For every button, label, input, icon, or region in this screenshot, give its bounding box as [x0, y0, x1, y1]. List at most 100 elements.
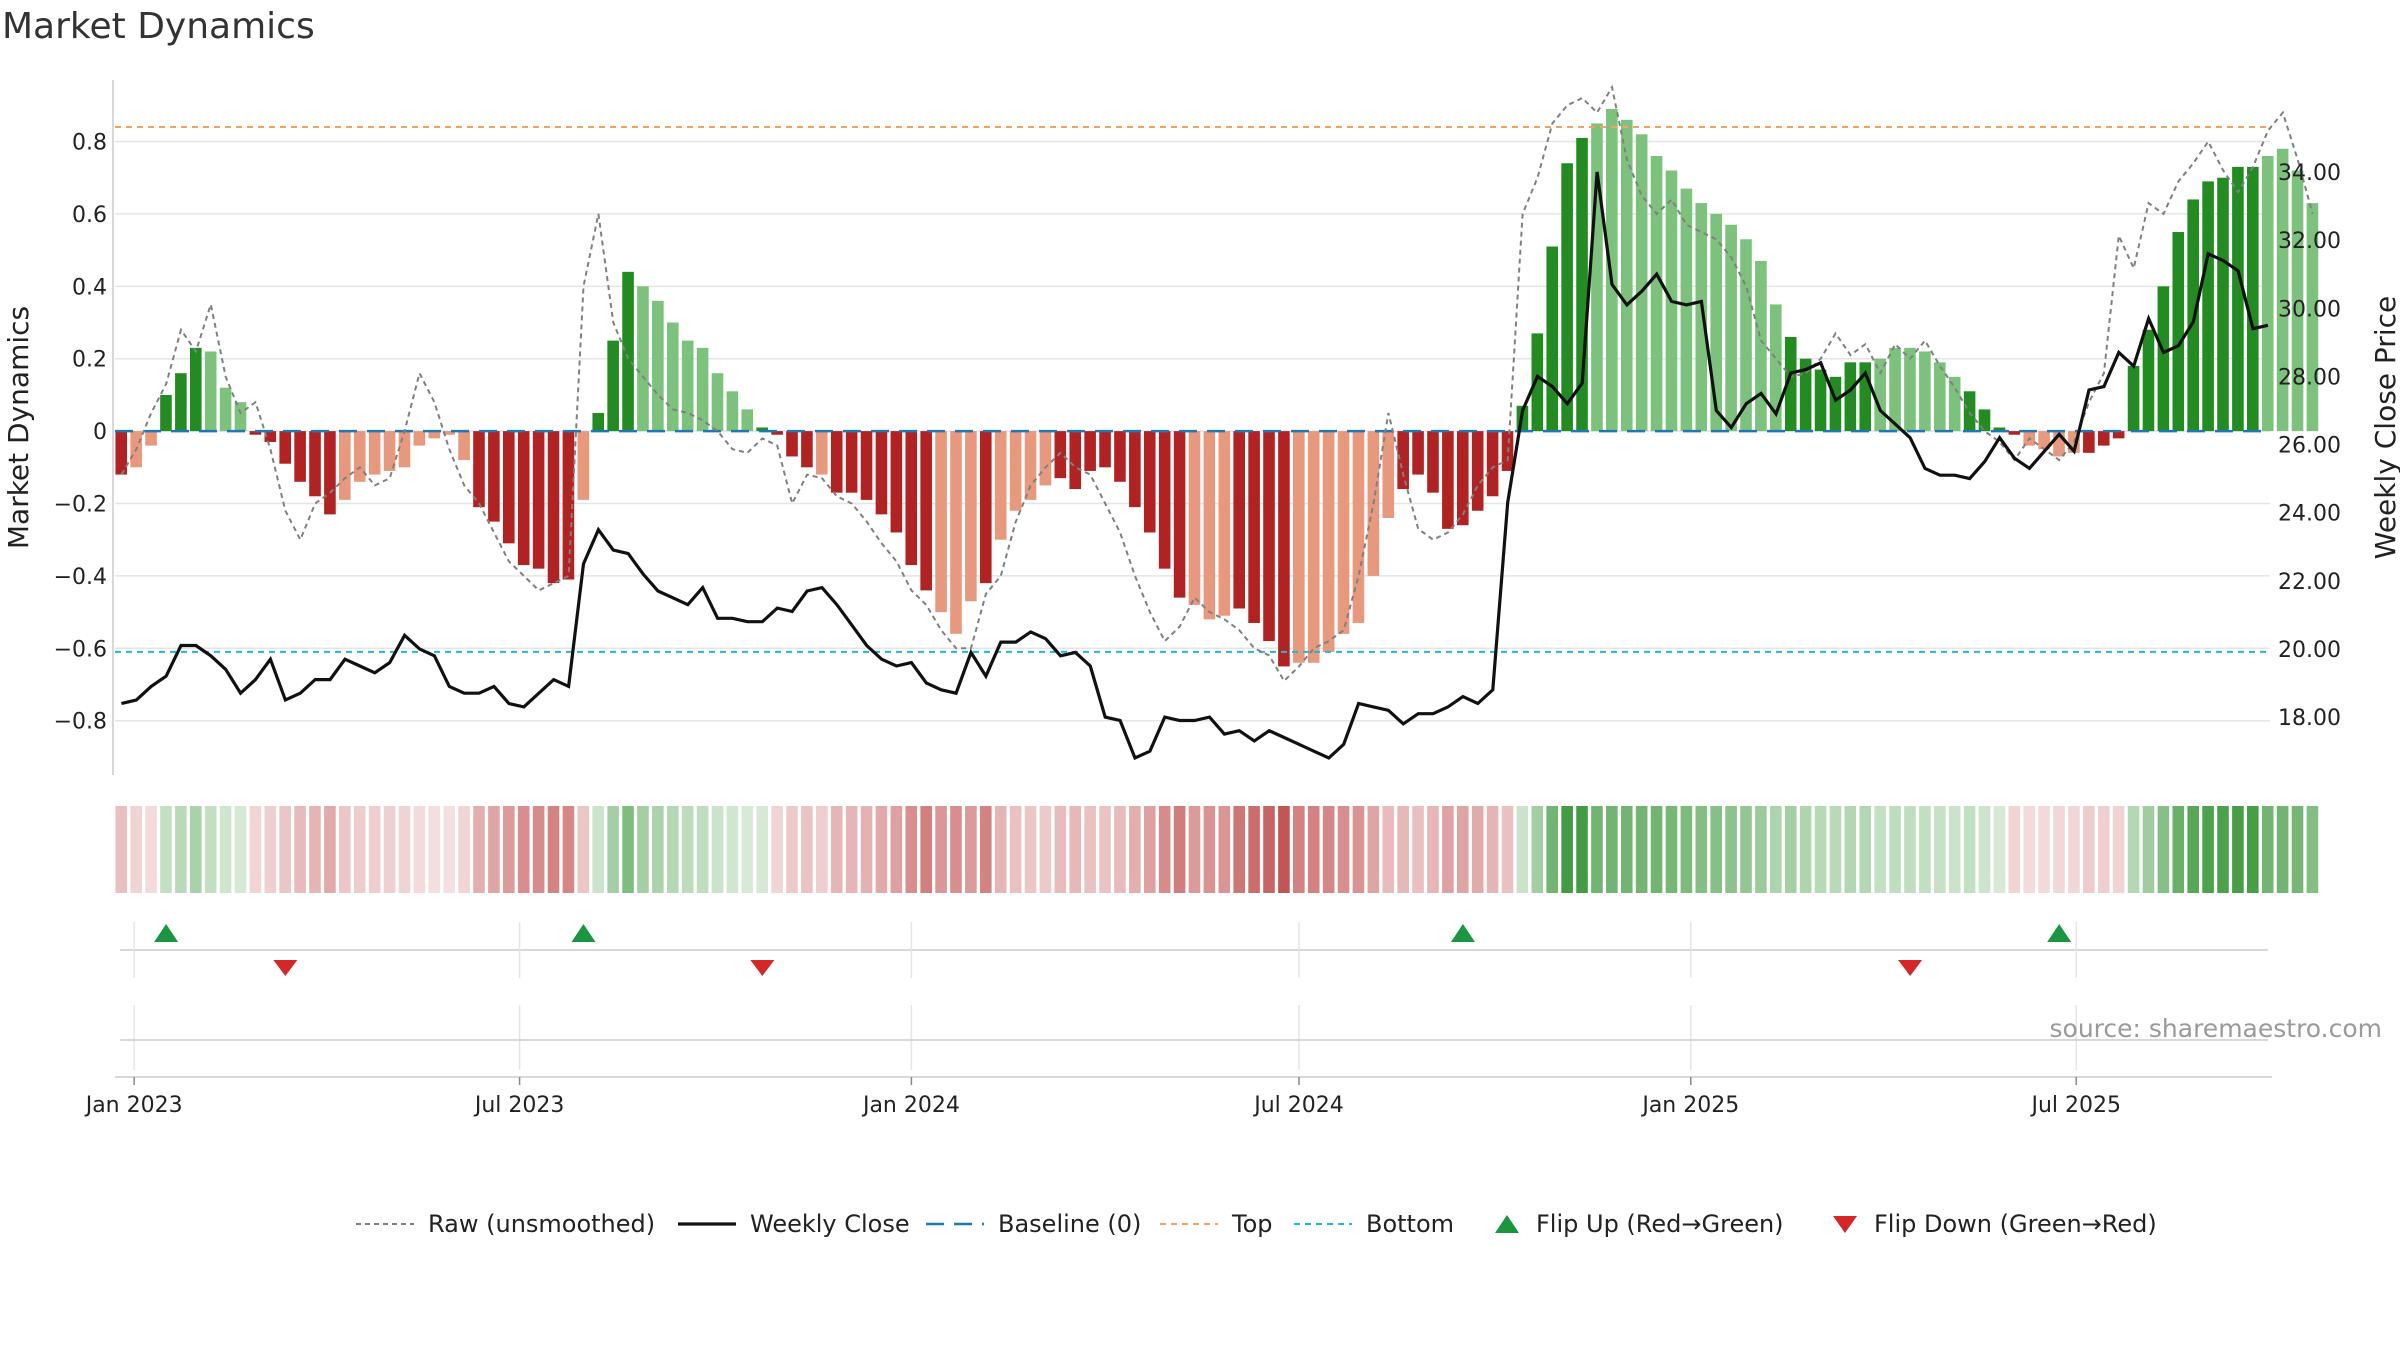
bar-positive [696, 347, 709, 432]
regime-cell-green [1963, 806, 1976, 893]
regime-cell-red [1039, 806, 1052, 893]
bar-positive [1695, 203, 1708, 432]
regime-cell-red [115, 806, 128, 893]
regime-cell-red [816, 806, 828, 893]
regime-cell-red [517, 806, 530, 893]
y-left-tick-label: 0.2 [72, 348, 107, 373]
x-tick-label: Jul 2025 [2029, 1093, 2121, 1118]
bar-negative [562, 431, 575, 580]
regime-cell-green [1904, 806, 1916, 893]
weekly-close-line [121, 171, 2269, 761]
bar-positive [1859, 362, 1872, 432]
bar-negative [145, 431, 157, 446]
bar-positive [666, 322, 679, 432]
bar-positive [1561, 163, 1573, 432]
regime-cell-red [458, 806, 470, 893]
regime-cell-red [1248, 806, 1260, 893]
bar-negative [1024, 431, 1037, 500]
bar-negative [860, 431, 873, 500]
lines-layer [115, 84, 2314, 761]
regime-cell-green [160, 806, 172, 893]
bar-positive [1620, 119, 1633, 432]
regime-cell-red [264, 806, 277, 893]
y-right-tick-label: 28.00 [2278, 365, 2341, 390]
bar-positive [1799, 358, 1812, 432]
y-right-tick-label: 26.00 [2278, 434, 2341, 459]
bar-positive [1635, 134, 1648, 432]
regime-cell-red [309, 806, 321, 893]
legend-item: Bottom [1294, 1210, 1454, 1238]
y-left-tick-label: 0.8 [72, 131, 107, 156]
y-right-tick-label: 24.00 [2278, 502, 2341, 527]
regime-cell-red [875, 806, 888, 893]
bar-positive [1948, 376, 1961, 432]
bar-negative [816, 431, 828, 475]
regime-cell-red [1024, 806, 1037, 893]
bar-negative [1293, 431, 1305, 663]
regime-cell-red [1501, 806, 1514, 893]
bar-negative [994, 431, 1007, 540]
bar-positive [681, 340, 694, 432]
regime-cell-green [1844, 806, 1857, 893]
flip-up-marker [571, 924, 596, 942]
regime-cell-green [1680, 806, 1693, 893]
legend-label: Top [1231, 1210, 1273, 1238]
bar-negative [2097, 431, 2110, 446]
bar-positive [2247, 166, 2259, 432]
bar-positive [1531, 333, 1544, 432]
regime-cell-red [771, 806, 783, 893]
regime-cell-green [622, 806, 634, 893]
regime-cell-red [532, 806, 545, 893]
bar-negative [339, 431, 351, 500]
regime-cell-green [2291, 806, 2304, 893]
regime-cell-green [219, 806, 232, 893]
axes-layer: 0.8 0.6 0.4 0.2 0 −0.2 −0.4 −0.6 −0.8 34.00 32.00 3… [2, 80, 2400, 775]
bar-negative [279, 431, 292, 464]
legend-item: Top [1160, 1210, 1273, 1238]
legend-item: Baseline (0) [926, 1210, 1141, 1238]
regime-cell-green [2172, 806, 2185, 893]
legend-label: Flip Up (Red→Green) [1536, 1210, 1784, 1238]
regime-cell-red [145, 806, 157, 893]
bar-positive [2232, 166, 2244, 432]
bar-positive [2202, 181, 2214, 432]
regime-cell-red [443, 806, 455, 893]
y-left-tick-label: −0.4 [54, 565, 107, 590]
bar-positive [622, 271, 634, 432]
regime-cell-red [935, 806, 947, 893]
regime-cell-green [1814, 806, 1827, 893]
regime-cell-red [1173, 806, 1186, 893]
bar-negative [965, 431, 977, 602]
regime-cell-red [1486, 806, 1499, 893]
regime-cell-red [1218, 806, 1231, 893]
regime-cell-red [1069, 806, 1082, 893]
bar-negative [2008, 431, 2021, 435]
bar-negative [1263, 431, 1275, 642]
x-tick-label: Jan 2024 [861, 1093, 960, 1118]
regime-cell-red [1114, 806, 1126, 893]
regime-cell-green [1695, 806, 1708, 893]
regime-cell-red [1397, 806, 1409, 893]
bar-negative [1173, 431, 1186, 598]
regime-cell-red [1427, 806, 1439, 893]
bar-positive [1844, 362, 1857, 432]
regime-cell-green [666, 806, 679, 893]
regime-cell-red [1099, 806, 1111, 893]
bar-positive [1829, 376, 1842, 432]
bar-negative [324, 431, 336, 515]
bar-negative [2053, 431, 2065, 457]
regime-cell-green [1770, 806, 1782, 893]
y-right-tick-label: 18.00 [2278, 706, 2341, 731]
bar-negative [1188, 431, 1201, 605]
bar-positive [1740, 239, 1752, 432]
regime-cell-green [2276, 806, 2289, 893]
y-left-tick-label: 0 [93, 420, 107, 445]
regime-cell-red [1203, 806, 1216, 893]
flip-up-marker [154, 924, 179, 942]
bar-negative [294, 431, 306, 482]
bar-negative [1218, 431, 1231, 616]
bar-negative [875, 431, 888, 515]
bar-negative [786, 431, 798, 457]
regime-cell-green [756, 806, 768, 893]
bar-negative [979, 431, 992, 584]
